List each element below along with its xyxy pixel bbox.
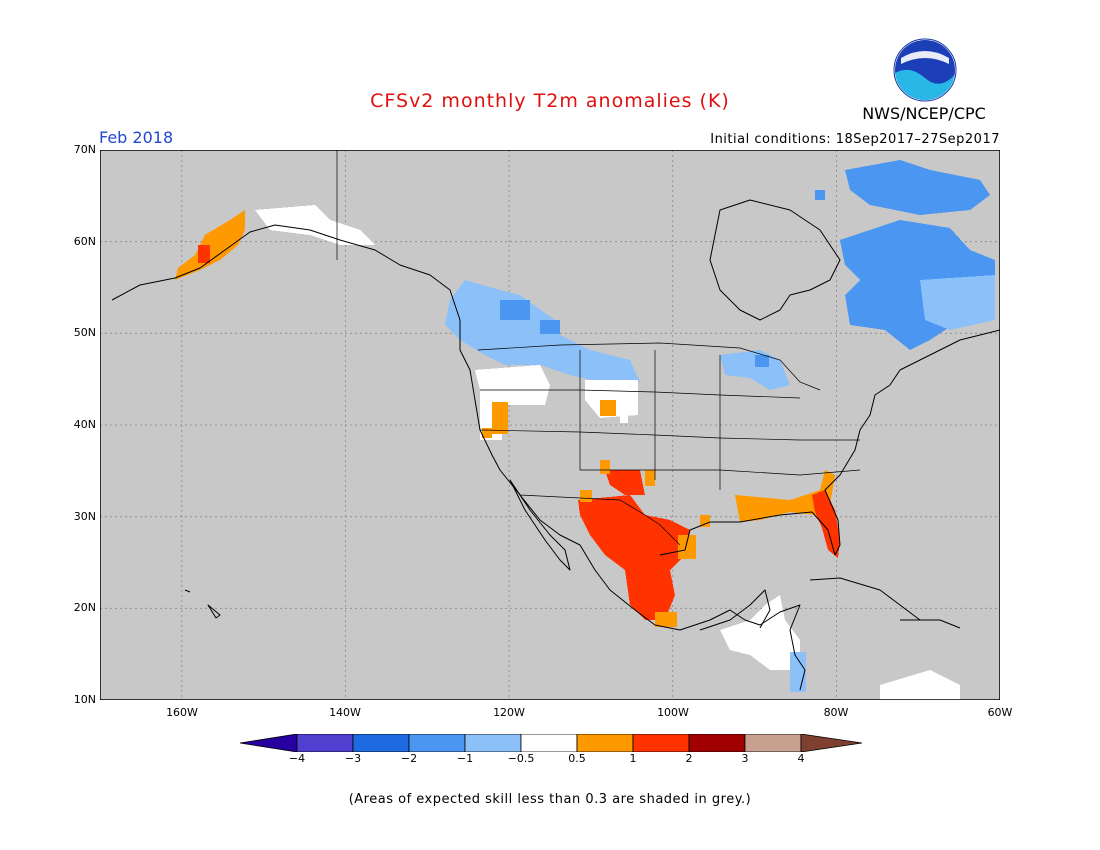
colorbar-label: −0.5 [507,752,535,765]
lon-label-160w: 160W [166,706,198,719]
colorbar-label: −4 [288,752,306,765]
colorbar-label: −2 [400,752,418,765]
lon-label-120w: 120W [493,706,525,719]
colorbar-arrow-right [800,734,862,752]
anomaly-patches [175,160,995,700]
lon-label-100w: 100W [657,706,689,719]
skill-note: (Areas of expected skill less than 0.3 a… [348,792,752,807]
lat-label-60n: 60N [73,235,96,248]
lat-label-50n: 50N [73,326,96,339]
orange-patch-gulf [735,470,835,522]
anomaly-map [100,150,1000,700]
lat-label-10n: 10N [73,693,96,706]
white-patch-alaska [255,205,375,245]
coastlines [111,199,1000,691]
lat-label-20n: 20N [73,601,96,614]
colorbar-label: 2 [685,752,693,765]
lat-label-70n: 70N [73,143,96,156]
white-patch-central-america [720,595,800,670]
initial-conditions: Initial conditions: 18Sep2017–27Sep2017 [710,132,1000,147]
red-patch-mexico [578,495,690,620]
colorbar-label: 1 [629,752,637,765]
political-borders [336,150,861,546]
valid-month: Feb 2018 [99,128,174,147]
lon-label-80w: 80W [823,706,849,719]
chart-title: CFSv2 monthly T2m anomalies (K) [370,90,730,112]
lightblue-patch-great-lakes [720,350,790,390]
colorbar-label: −1 [456,752,474,765]
colorbar-label: 0.5 [568,752,586,765]
lat-label-30n: 30N [73,510,96,523]
colorbar [240,734,862,752]
lat-label-40n: 40N [73,418,96,431]
colorbar-label: 3 [741,752,749,765]
red-patch-florida [812,490,840,558]
noaa-logo [893,38,957,102]
lon-label-140w: 140W [329,706,361,719]
colorbar-label: 4 [797,752,805,765]
organization-label: NWS/NCEP/CPC [862,104,986,123]
colorbar-label: −3 [344,752,362,765]
lon-label-60w: 60W [987,706,1013,719]
red-patch-alaska [198,245,210,263]
colorbar-arrow-left [240,734,298,752]
